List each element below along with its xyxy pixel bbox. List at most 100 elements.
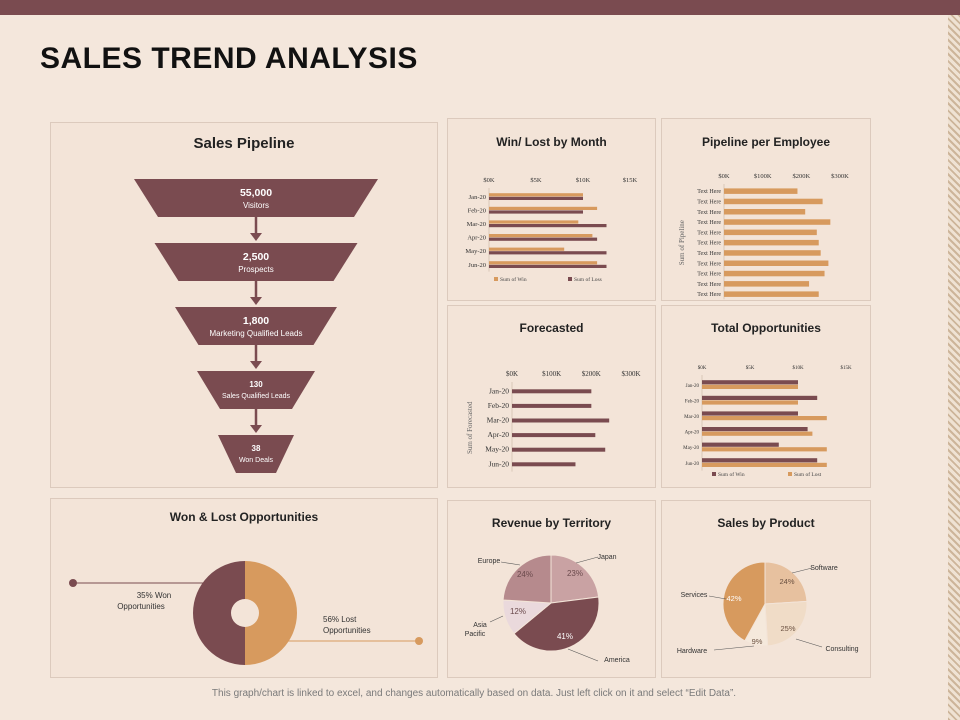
category-label: Jan-20 bbox=[686, 384, 700, 389]
forecasted-title: Forecasted bbox=[519, 321, 584, 335]
slice-pct: 24% bbox=[517, 570, 533, 579]
slice-label: Europe bbox=[478, 558, 501, 565]
leader-line bbox=[567, 648, 599, 662]
funnel-stage bbox=[134, 179, 378, 217]
slice-label: Consulting bbox=[825, 646, 858, 653]
total-opportunities-panel[interactable]: Total Opportunities $0K $5K $10K $15K Jan-20… bbox=[661, 305, 871, 488]
bar bbox=[724, 260, 829, 266]
bar-1 bbox=[489, 196, 583, 200]
pie-slice bbox=[245, 561, 297, 665]
sales-product-title: Sales by Product bbox=[717, 516, 815, 530]
bar bbox=[724, 270, 825, 277]
sales-product-pie: 24% Software 25% Consulting 9% Hardware 42% Ser… bbox=[677, 561, 859, 655]
won-lost-opportunities-panel[interactable]: Won & Lost Opportunities 35% Won Opportun… bbox=[50, 498, 438, 678]
category-label: Apr-20 bbox=[685, 431, 700, 436]
won-leader-dot bbox=[69, 579, 77, 587]
slice-label: Asia bbox=[473, 622, 487, 629]
axis-tick-label: $5K bbox=[530, 177, 542, 184]
legend-label: Sum of Win bbox=[500, 276, 527, 283]
funnel-stage-value: 55,000 bbox=[240, 187, 272, 199]
sales-pipeline-panel[interactable]: Sales Pipeline 55,000 Visitors 2,500 Prospe… bbox=[50, 122, 438, 488]
leader-line bbox=[795, 638, 823, 648]
bar-1 bbox=[489, 264, 607, 268]
axis-tick-label: $0K bbox=[483, 177, 495, 184]
category-label: Text Here bbox=[697, 292, 721, 298]
slice-pct: 24% bbox=[779, 577, 794, 586]
bar bbox=[512, 418, 610, 423]
leader-line bbox=[575, 556, 599, 564]
axis-tick-label: $100K bbox=[754, 173, 772, 180]
bar-0 bbox=[489, 220, 579, 224]
axis-tick-label: $0K bbox=[718, 173, 730, 180]
forecasted-chart: $0K $100K $200K $300K Jan-20 Feb-20 Mar-20 Apr-… bbox=[466, 370, 641, 472]
axis-tick-label: $100K bbox=[542, 370, 561, 378]
leader-line bbox=[500, 561, 521, 566]
bar-0 bbox=[702, 427, 808, 432]
axis-tick-label: $15K bbox=[840, 366, 852, 371]
won-label-line1: 35% Won bbox=[137, 591, 172, 600]
bar bbox=[724, 219, 831, 225]
bar-1 bbox=[702, 447, 827, 452]
category-label: Text Here bbox=[697, 251, 721, 257]
forecasted-panel[interactable]: Forecasted $0K $100K $200K $300K Jan-20 Feb-2… bbox=[447, 305, 656, 488]
funnel-arrow-head bbox=[250, 361, 262, 369]
bar bbox=[724, 188, 798, 194]
leader-line bbox=[489, 615, 504, 623]
bar-0 bbox=[702, 380, 798, 385]
category-label: Mar-20 bbox=[467, 221, 486, 228]
pipeline-employee-chart: $0K $100K $200K $300K Text Here Text Here Text… bbox=[678, 173, 849, 300]
slice-label: Hardware bbox=[677, 648, 707, 655]
top-bar bbox=[0, 0, 960, 15]
bar-0 bbox=[702, 395, 818, 400]
slice-pct: 9% bbox=[752, 637, 763, 646]
category-label: Text Here bbox=[697, 272, 721, 278]
slice-label: Software bbox=[810, 565, 838, 572]
bar-0 bbox=[489, 193, 583, 197]
funnel-arrow-head bbox=[250, 297, 262, 305]
won-lost-donut: 35% Won Opportunities 56% Lost Opportunitie… bbox=[69, 561, 423, 665]
total-opportunities-chart: $0K $5K $10K $15K Jan-20 Feb-20 Mar-20 Apr-20 Ma… bbox=[683, 366, 852, 478]
funnel-stage bbox=[197, 371, 315, 409]
bar bbox=[512, 389, 592, 394]
bar-0 bbox=[489, 234, 593, 238]
sales-pipeline-funnel: 55,000 Visitors 2,500 Prospects 1,800 Marketi… bbox=[134, 179, 378, 473]
axis-tick-label: $5K bbox=[746, 366, 755, 371]
win-lost-panel[interactable]: Win/ Lost by Month $0K $5K $10K $15K Jan-20 F… bbox=[447, 118, 656, 301]
sales-product-panel[interactable]: Sales by Product 24% Software 25% Consultin… bbox=[661, 500, 871, 678]
bar-0 bbox=[489, 247, 565, 251]
bar-1 bbox=[489, 251, 607, 255]
category-label: May-20 bbox=[485, 445, 509, 454]
pie-slice bbox=[550, 554, 600, 604]
revenue-territory-panel[interactable]: Revenue by Territory 23% Japan 41% America 1… bbox=[447, 500, 656, 678]
legend-label: Sum of Lost bbox=[794, 471, 822, 478]
axis-tick-label: $300K bbox=[831, 173, 849, 180]
lost-leader-dot bbox=[415, 637, 423, 645]
sales-pipeline-title: Sales Pipeline bbox=[193, 135, 295, 152]
category-label: Feb-20 bbox=[488, 401, 509, 410]
category-label: Text Here bbox=[697, 282, 721, 288]
axis-tick-label: $200K bbox=[582, 370, 601, 378]
category-label: Apr-20 bbox=[467, 235, 486, 242]
funnel-stage-value: 2,500 bbox=[243, 251, 269, 263]
win-lost-chart: $0K $5K $10K $15K Jan-20 Feb-20 Mar-20 Apr-20 Ma… bbox=[465, 177, 637, 283]
slice-label: Japan bbox=[597, 554, 616, 561]
pipeline-employee-panel[interactable]: Pipeline per Employee $0K $100K $200K $300K… bbox=[661, 118, 871, 301]
funnel-stage bbox=[175, 307, 337, 345]
page-title: SALES TREND ANALYSIS bbox=[40, 42, 418, 75]
bar-1 bbox=[702, 462, 827, 467]
pie-slice bbox=[193, 561, 245, 665]
bar-1 bbox=[702, 384, 798, 389]
total-opportunities-title: Total Opportunities bbox=[711, 321, 821, 335]
funnel-stage bbox=[154, 243, 358, 281]
legend-label: Sum of Win bbox=[718, 471, 745, 478]
bar bbox=[724, 291, 819, 297]
category-label: Apr-20 bbox=[487, 430, 509, 439]
funnel-arrow-head bbox=[250, 425, 262, 433]
bar bbox=[512, 403, 592, 408]
pie-slice bbox=[764, 561, 808, 605]
category-label: Jan-20 bbox=[489, 386, 509, 395]
legend-label: Sum of Loss bbox=[574, 276, 602, 283]
axis-tick-label: $10K bbox=[792, 366, 804, 371]
bar-1 bbox=[702, 431, 813, 436]
legend-swatch bbox=[788, 472, 792, 476]
